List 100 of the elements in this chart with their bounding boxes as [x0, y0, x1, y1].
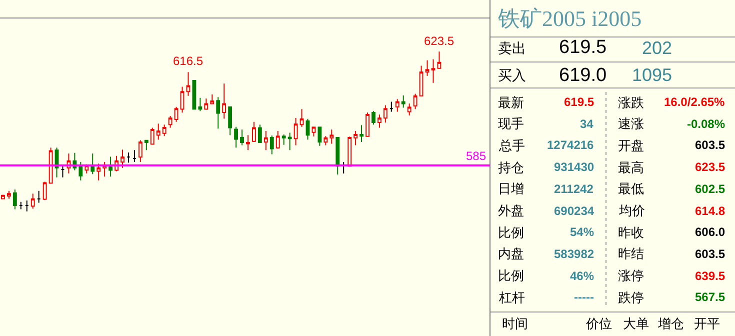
candlestick — [389, 101, 394, 112]
candlestick — [264, 130, 268, 151]
text: 623.5 — [695, 160, 726, 174]
candlestick — [234, 126, 238, 148]
text: 昨结 — [618, 246, 644, 261]
candlestick — [150, 127, 154, 145]
text: 日增 — [498, 181, 524, 196]
candlestick — [162, 124, 166, 137]
text: 34 — [580, 117, 594, 131]
candlestick — [336, 137, 340, 175]
candlestick — [240, 129, 244, 146]
candlestick — [78, 161, 83, 181]
candlestick — [180, 86, 184, 113]
text: 铁矿2005 i2005 — [497, 6, 642, 31]
annotation: 585 — [466, 149, 486, 163]
candlestick — [216, 96, 220, 130]
text: 16.0/2.65% — [664, 95, 726, 109]
text: 619.5 — [559, 37, 607, 58]
candlestick — [348, 136, 352, 167]
candlestick — [419, 65, 424, 96]
text: 开盘 — [618, 138, 644, 153]
text: -0.08% — [687, 117, 726, 131]
text: 46% — [570, 269, 594, 283]
text: 最新 — [498, 95, 524, 110]
text: 639.5 — [695, 269, 726, 283]
candlestick — [431, 58, 436, 84]
text: 速涨 — [618, 116, 644, 131]
candlestick — [312, 126, 316, 137]
candlestick — [306, 118, 310, 140]
candlestick — [186, 72, 190, 96]
text: 昨收 — [618, 225, 644, 240]
text: 603.5 — [695, 138, 726, 152]
text: 价位 — [585, 316, 612, 331]
candlestick — [126, 152, 130, 164]
text: 567.5 — [695, 290, 726, 304]
candlestick — [276, 130, 280, 150]
candlestick — [282, 134, 286, 146]
candlestick — [156, 123, 160, 140]
text: 1274216 — [547, 138, 594, 152]
candlestick — [252, 121, 256, 142]
text: 603.5 — [695, 247, 726, 261]
text: ----- — [574, 290, 594, 304]
text: 211242 — [554, 182, 594, 196]
text: 时间 — [502, 316, 528, 331]
candlestick — [138, 140, 142, 162]
candlestick — [60, 164, 65, 178]
candlestick — [377, 114, 382, 128]
text: 大单 — [623, 316, 649, 331]
text: 开平 — [694, 316, 720, 331]
candlestick — [222, 83, 226, 120]
text: 54% — [570, 225, 594, 239]
candlestick — [24, 200, 29, 212]
candlestick — [210, 94, 214, 104]
text: 卖出 — [498, 40, 526, 56]
text: 931430 — [554, 160, 594, 174]
candlestick — [174, 106, 178, 122]
text: 涨停 — [618, 268, 644, 283]
text: 619.5 — [564, 95, 594, 109]
candlestick — [168, 115, 172, 128]
text: 增仓 — [657, 316, 684, 331]
candlestick — [204, 98, 208, 110]
candlestick — [413, 93, 418, 110]
candlestick — [300, 108, 304, 128]
candlestick — [108, 156, 113, 178]
candlestick — [258, 124, 262, 143]
candlestick — [366, 112, 370, 137]
candlestick — [294, 118, 298, 146]
candlestick — [425, 60, 430, 76]
candlestick — [318, 126, 322, 146]
candlestick — [18, 201, 23, 210]
candlestick — [270, 134, 274, 155]
text: 583982 — [554, 247, 594, 261]
text: 690234 — [554, 204, 594, 218]
candlestick — [90, 153, 95, 175]
candlestick — [12, 188, 17, 210]
candlestick — [198, 97, 202, 112]
candlestick — [7, 190, 11, 200]
candlestick — [42, 181, 47, 201]
text: 606.0 — [695, 225, 726, 239]
text: 涨跌 — [618, 95, 644, 110]
text: 619.0 — [559, 65, 607, 86]
text: 614.8 — [695, 204, 726, 218]
candlestick — [132, 150, 136, 162]
candlestick — [395, 98, 400, 112]
text: 总手 — [498, 138, 525, 153]
text: 最高 — [618, 160, 644, 175]
text: 跌停 — [618, 290, 644, 305]
candlestick — [407, 102, 412, 116]
candlestick — [330, 129, 334, 144]
candlestick — [360, 124, 364, 142]
candlestick — [36, 190, 41, 204]
candlestick — [144, 140, 148, 151]
text: 202 — [642, 38, 672, 58]
text: 内盘 — [498, 246, 524, 261]
text: 最低 — [618, 181, 644, 196]
candlestick — [246, 134, 250, 151]
candlestick — [401, 94, 406, 108]
text: 持仓 — [498, 160, 524, 175]
candlestick — [372, 110, 376, 126]
candlestick — [30, 193, 35, 210]
